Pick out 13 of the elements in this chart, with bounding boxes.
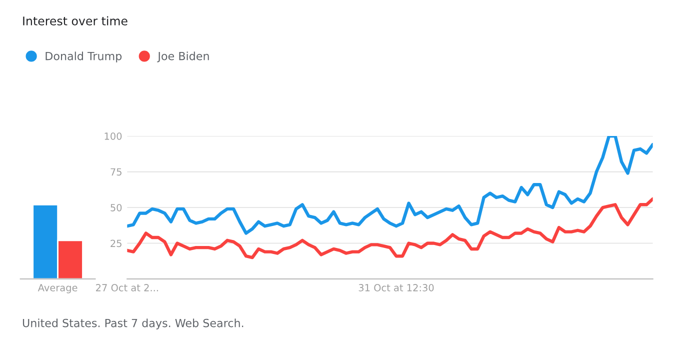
line-series [127, 136, 653, 235]
y-tick-label: 25 [110, 240, 122, 248]
text: United States. Past 7 days. Web Search. [22, 318, 244, 330]
y-tick-label: 100 [104, 132, 122, 140]
y-tick-label: 50 [110, 204, 122, 212]
x-tick-label: 27 Oct at 2... [96, 284, 158, 292]
chart-title: Interest over time [23, 16, 128, 26]
x-tick-label: 31 Oct at 12:30 [358, 284, 434, 292]
y-tick-label: 75 [110, 168, 122, 176]
x-tick-label: Average [38, 284, 78, 294]
legend-label: Joe Biden [157, 52, 209, 62]
legend-label: Donald Trump [46, 52, 122, 62]
line-series [127, 197, 653, 260]
